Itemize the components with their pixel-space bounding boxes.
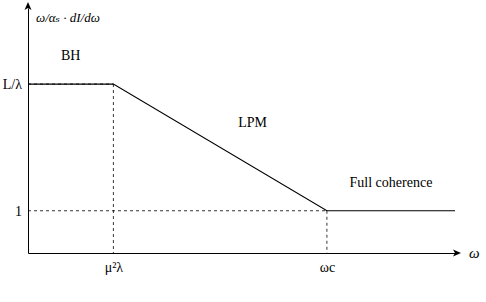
tick-label: 1 bbox=[15, 204, 22, 219]
x-axis: μ²λ ωc bbox=[29, 253, 456, 275]
tick-label: μ²λ bbox=[105, 260, 124, 275]
tick-label: ωc bbox=[320, 260, 335, 275]
y-axis: 1 L/λ bbox=[3, 9, 29, 254]
guide-line bbox=[113, 84, 114, 253]
annotation: LPM bbox=[238, 115, 267, 130]
tick: L/λ bbox=[3, 77, 28, 92]
tick: 1 bbox=[15, 204, 28, 219]
tick: μ²λ bbox=[105, 253, 124, 275]
annotation: BH bbox=[61, 48, 80, 63]
tick-label: L/λ bbox=[3, 77, 22, 92]
axis-arrow bbox=[25, 2, 32, 10]
plot-area bbox=[28, 84, 455, 253]
x-axis-title: ω bbox=[469, 245, 480, 261]
guide-line bbox=[326, 211, 327, 253]
axis-arrow bbox=[453, 250, 461, 257]
y-axis-title: ω/αₛ · dI/dω bbox=[36, 10, 100, 25]
tick: ωc bbox=[320, 253, 335, 275]
annotation: Full coherence bbox=[350, 175, 433, 190]
line bbox=[28, 84, 455, 211]
guide-line bbox=[28, 210, 327, 211]
chart: μ²λ ωc 1 L/λ ω ω/αₛ · dI/dω BH LPM Full coherenc… bbox=[0, 0, 486, 302]
axis-line bbox=[28, 9, 29, 254]
axis-line bbox=[29, 253, 456, 254]
